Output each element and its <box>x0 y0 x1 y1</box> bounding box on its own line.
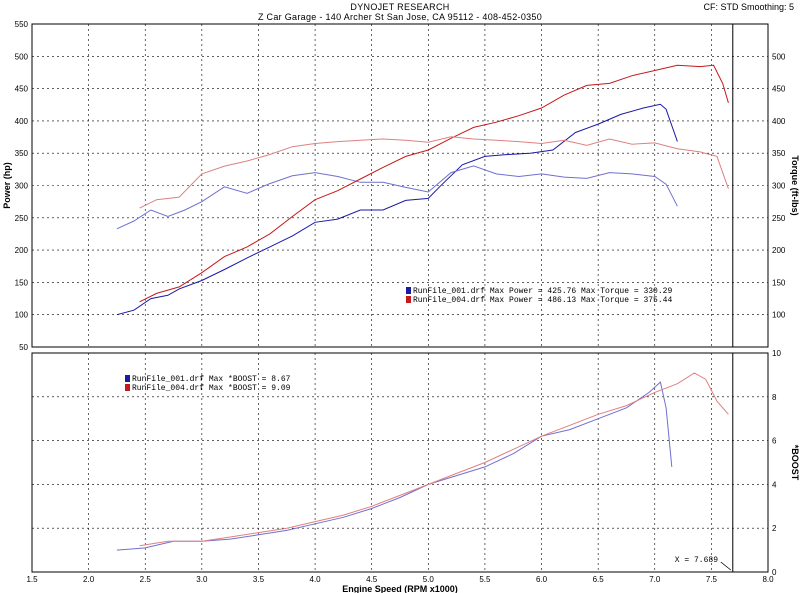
power-torque-legend-swatch <box>406 287 411 294</box>
power-torque-series-runfile-001-drf-power <box>116 103 678 316</box>
boost-xtick: 7.5 <box>706 575 718 584</box>
power-torque-ytick-right: 150 <box>772 278 786 287</box>
boost-ytick-right: 0 <box>772 568 777 577</box>
boost-xtick: 3.0 <box>196 575 208 584</box>
boost-xtick: 5.0 <box>423 575 435 584</box>
power-torque-ytick-left: 50 <box>19 343 28 352</box>
power-torque-ytick-left: 250 <box>15 214 29 223</box>
boost-xtick: 4.5 <box>366 575 378 584</box>
power-torque-series-runfile-004-drf-torque <box>139 136 729 209</box>
power-torque-legend-swatch <box>406 296 411 303</box>
boost-ytick-right: 2 <box>772 524 777 533</box>
boost-xtick: 1.5 <box>26 575 38 584</box>
boost-ytick-right: 4 <box>772 480 777 489</box>
cursor-readout-pointer <box>720 561 732 571</box>
boost-xtick: 7.0 <box>649 575 661 584</box>
boost-xtick: 2.5 <box>140 575 152 584</box>
boost-axis-label: *BOOST <box>790 445 800 481</box>
power-torque-ytick-left: 300 <box>15 182 29 191</box>
header: DYNOJET RESEARCH Z Car Garage - 140 Arch… <box>0 0 800 22</box>
power-torque-series-runfile-001-drf-torque <box>116 165 678 230</box>
boost-ytick-right: 6 <box>772 437 777 446</box>
boost-ytick-right: 10 <box>772 349 781 358</box>
power-torque-ytick-left: 400 <box>15 117 29 126</box>
boost-series-runfile-004-drf <box>139 372 729 547</box>
power-torque-ytick-left: 450 <box>15 85 29 94</box>
boost-xtick: 8.0 <box>762 575 774 584</box>
power-torque-series-runfile-004-drf-power <box>139 64 729 303</box>
power-torque-ytick-left: 500 <box>15 52 29 61</box>
boost-legend-swatch <box>125 375 130 382</box>
boost-legend-text: RunFile_004.drf Max *BOOST = 9.09 <box>132 384 291 393</box>
power-torque-legend-text: RunFile_001.drf Max Power = 425.76 Max T… <box>413 287 672 296</box>
power-torque-ytick-right: 350 <box>772 149 786 158</box>
power-axis-label: Power (hp) <box>2 162 12 209</box>
cursor-readout: X = 7.689 <box>675 556 718 565</box>
power-torque-ytick-right: 200 <box>772 246 786 255</box>
header-title: DYNOJET RESEARCH <box>350 2 450 12</box>
boost-plot-frame <box>31 352 769 573</box>
boost-series-runfile-001-drf <box>116 381 673 551</box>
cf-smoothing-info: CF: STD Smoothing: 5 <box>703 2 794 12</box>
power-torque-ytick-right: 450 <box>772 85 786 94</box>
boost-ytick-right: 8 <box>772 393 777 402</box>
header-subtitle: Z Car Garage - 140 Archer St San Jose, C… <box>257 12 543 22</box>
power-torque-ytick-left: 150 <box>15 278 29 287</box>
boost-xtick: 2.0 <box>83 575 95 584</box>
power-torque-ytick-right: 300 <box>772 182 786 191</box>
power-torque-legend-text: RunFile_004.drf Max Power = 486.13 Max T… <box>413 296 672 305</box>
boost-xtick: 6.5 <box>593 575 605 584</box>
power-torque-ytick-right: 250 <box>772 214 786 223</box>
boost-legend-swatch <box>125 384 130 391</box>
boost-xtick: 5.5 <box>479 575 491 584</box>
boost-xtick: 4.0 <box>310 575 322 584</box>
power-torque-ytick-right: 500 <box>772 52 786 61</box>
x-axis-label: Engine Speed (RPM x1000) <box>342 584 458 593</box>
boost-legend-text: RunFile_001.drf Max *BOOST = 8.67 <box>132 375 291 384</box>
torque-axis-label: Torque (ft-lbs) <box>790 155 800 215</box>
boost-xtick: 6.0 <box>536 575 548 584</box>
power-torque-ytick-left: 550 <box>15 20 29 29</box>
power-torque-ytick-right: 400 <box>772 117 786 126</box>
power-torque-ytick-left: 200 <box>15 246 29 255</box>
power-torque-ytick-left: 350 <box>15 149 29 158</box>
power-torque-ytick-right: 100 <box>772 311 786 320</box>
power-torque-ytick-left: 100 <box>15 311 29 320</box>
boost-xtick: 3.5 <box>253 575 265 584</box>
